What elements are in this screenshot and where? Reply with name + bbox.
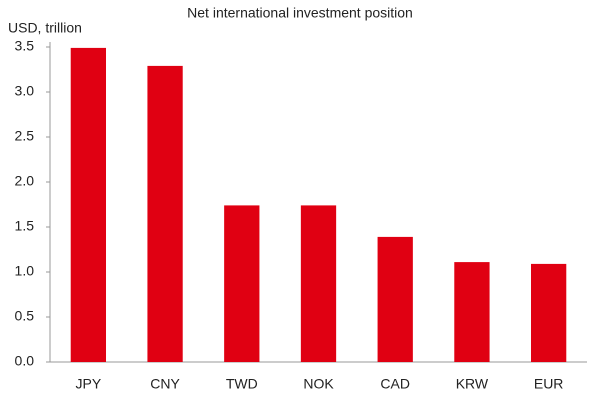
chart-title: Net international investment position [187, 5, 413, 21]
x-tick-label: NOK [303, 376, 334, 392]
y-tick-label: 2.0 [15, 173, 35, 189]
bar [70, 47, 107, 363]
y-tick-label: 1.5 [15, 218, 35, 234]
y-tick-label: 3.0 [15, 83, 35, 99]
bar [454, 262, 490, 362]
bar [530, 263, 567, 362]
y-tick-label: 0.5 [15, 308, 35, 324]
x-tick-label: TWD [226, 376, 258, 392]
y-tick-label: 3.5 [15, 38, 35, 54]
y-tick-label: 0.0 [15, 353, 35, 369]
y-tick-label: 2.5 [15, 128, 35, 144]
x-tick-label: KRW [456, 376, 489, 392]
x-tick-label: CAD [380, 376, 410, 392]
x-tick-label: CNY [150, 376, 180, 392]
bar [300, 205, 337, 362]
bar [224, 205, 260, 362]
y-tick-label: 1.0 [15, 263, 35, 279]
bar [377, 236, 413, 362]
x-tick-label: EUR [534, 376, 564, 392]
x-tick-label: JPY [76, 376, 102, 392]
y-axis-label: USD, trillion [8, 20, 82, 36]
bar [147, 65, 183, 363]
